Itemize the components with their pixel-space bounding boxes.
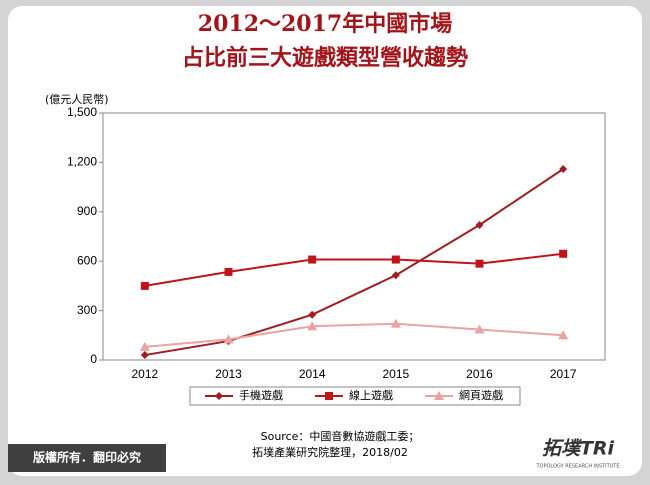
- point: [224, 267, 233, 276]
- y-tick-label: 1,500: [67, 105, 97, 119]
- y-tick-label: 900: [77, 204, 97, 218]
- y-axis-label: (億元人民幣): [45, 93, 109, 106]
- y-tick-label: 1,200: [67, 155, 97, 169]
- x-tick-label: 2014: [299, 367, 326, 381]
- point: [390, 318, 401, 328]
- series-line: [144, 322, 564, 348]
- footer-bar: [8, 444, 166, 472]
- chart-subtitle: 占比前三大遊戲類型營收趨勢: [182, 45, 468, 71]
- x-tick-label: 2012: [131, 367, 158, 381]
- legend-label: 手機遊戲: [239, 388, 283, 402]
- panel: [8, 6, 642, 476]
- point: [308, 255, 317, 264]
- point: [223, 334, 234, 344]
- point: [139, 341, 150, 351]
- copyright: 版權所有．翻印必究: [33, 450, 141, 465]
- point: [558, 330, 569, 340]
- point: [475, 220, 484, 229]
- point: [308, 310, 317, 319]
- point: [140, 281, 149, 290]
- legend-marker: [325, 392, 333, 400]
- y-tick-label: 300: [77, 303, 97, 317]
- point: [474, 324, 485, 334]
- logo-subtitle: TOPOLOGY RESEARCH INSTITUTE: [535, 464, 619, 470]
- point: [559, 164, 568, 173]
- source-line: Source：中國音數協遊戲工委；: [261, 429, 420, 443]
- x-tick-label: 2013: [215, 367, 242, 381]
- chart-title: 2012～2017年中國市場: [198, 11, 452, 37]
- point: [391, 271, 400, 280]
- logo: 拓墣TRi: [542, 438, 615, 460]
- y-tick-label: 600: [77, 253, 97, 267]
- legend-marker: [434, 391, 444, 400]
- legend-label: 線上遊戲: [349, 388, 393, 402]
- legend-marker: [215, 392, 223, 400]
- source-line: 拓墣產業研究院整理，2018/02: [252, 445, 408, 459]
- series-line: [144, 252, 564, 287]
- series-line: [144, 168, 564, 357]
- point: [475, 259, 484, 268]
- x-tick-label: 2016: [466, 367, 493, 381]
- point: [307, 321, 318, 331]
- y-tick-label: 0: [90, 352, 97, 366]
- point: [140, 351, 149, 360]
- x-tick-label: 2015: [382, 367, 409, 381]
- x-tick-label: 2017: [550, 367, 577, 381]
- point: [391, 255, 400, 264]
- legend-label: 網頁遊戲: [459, 388, 503, 402]
- plot-border: [102, 112, 606, 361]
- point: [559, 249, 568, 258]
- legend-box: [189, 386, 521, 406]
